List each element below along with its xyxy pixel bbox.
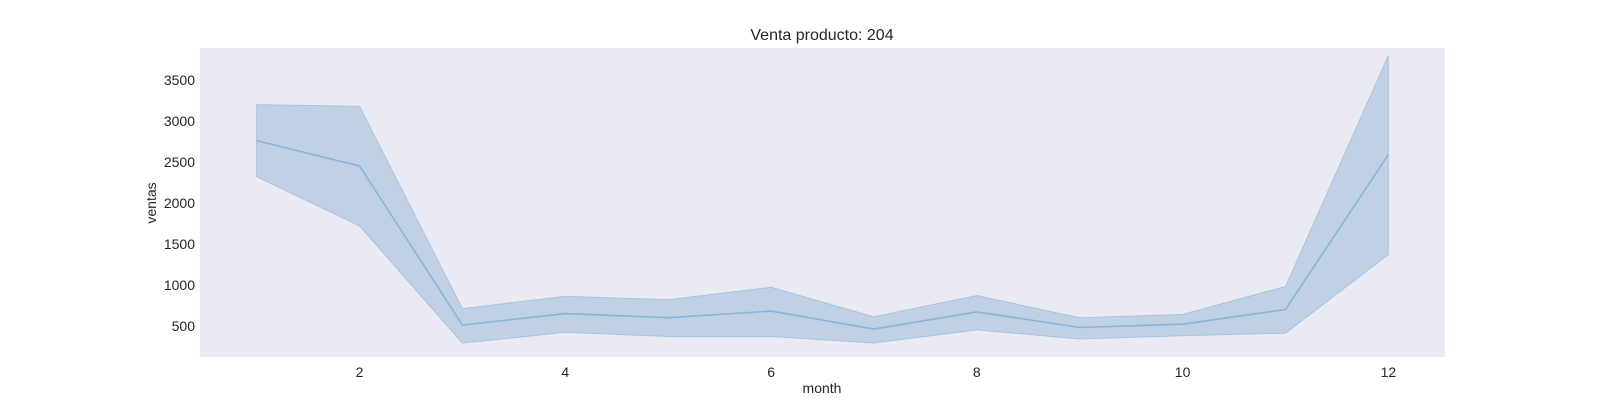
data-point <box>975 310 979 314</box>
y-tick-label: 3000 <box>164 113 195 129</box>
data-point <box>1078 326 1082 330</box>
data-point <box>563 312 567 316</box>
chart-title: Venta producto: 204 <box>750 27 893 44</box>
y-tick-label: 2500 <box>164 154 195 170</box>
data-point <box>358 164 362 168</box>
y-tick-label: 3500 <box>164 72 195 88</box>
data-point <box>1284 308 1288 312</box>
confidence-band-0 <box>256 55 1389 344</box>
x-tick-label: 12 <box>1381 364 1397 380</box>
x-tick-label: 4 <box>561 364 569 380</box>
x-tick-label: 6 <box>767 364 775 380</box>
y-axis-label: ventas <box>143 182 159 223</box>
x-tick-label: 10 <box>1175 364 1191 380</box>
data-point <box>460 323 464 327</box>
axis-ticks: 2 4 6 8 10 12 500 1000 1500 2000 2500 3000 3500 <box>164 72 1397 380</box>
data-point <box>255 139 259 143</box>
series-line-0 <box>256 139 1390 330</box>
y-tick-label: 1000 <box>164 277 195 293</box>
data-point <box>872 327 876 331</box>
plot-area <box>200 48 1445 357</box>
y-tick-label: 500 <box>172 318 196 334</box>
x-tick-label: 2 <box>356 364 364 380</box>
data-point <box>666 316 670 320</box>
x-axis-label: month <box>803 380 842 396</box>
chart-marks <box>255 55 1390 344</box>
y-tick-label: 1500 <box>164 236 195 252</box>
x-tick-label: 8 <box>973 364 981 380</box>
data-point <box>769 309 773 313</box>
y-tick-label: 2000 <box>164 195 195 211</box>
data-point <box>1386 153 1390 157</box>
data-point <box>1181 322 1185 326</box>
